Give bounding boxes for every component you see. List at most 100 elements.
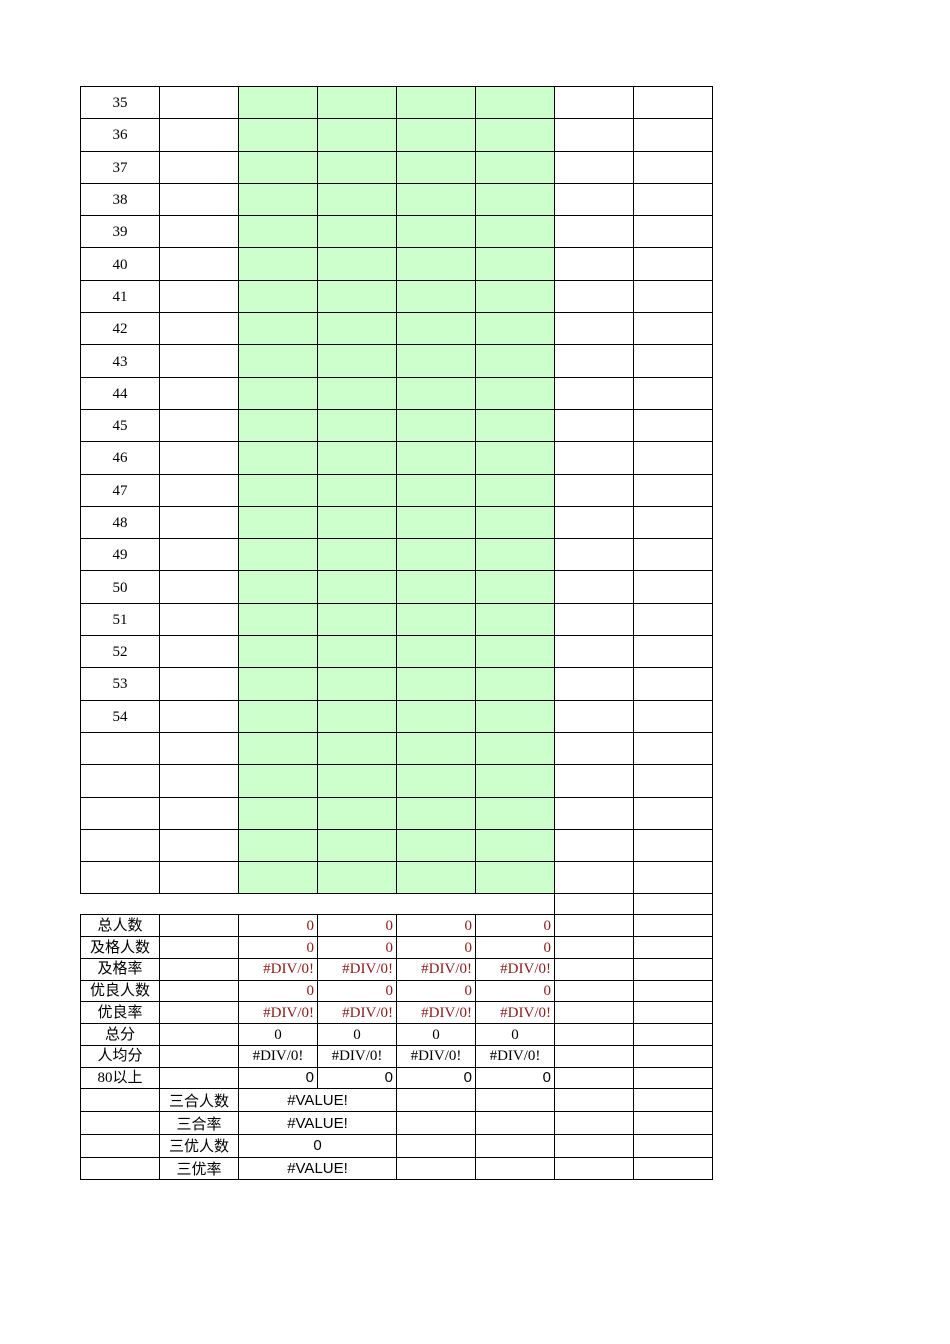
score-cell[interactable]	[238, 731, 318, 766]
score-cell[interactable]	[396, 312, 476, 346]
summary-label[interactable]: 及格人数	[80, 936, 160, 959]
name-cell[interactable]	[159, 215, 239, 249]
cell[interactable]	[396, 1088, 476, 1113]
cell[interactable]	[159, 936, 239, 959]
blank-cell[interactable]	[80, 893, 555, 916]
score-cell[interactable]	[475, 764, 555, 798]
cell[interactable]	[633, 85, 713, 120]
summary-value[interactable]: 0	[396, 979, 476, 1003]
score-cell[interactable]	[317, 796, 397, 830]
score-cell[interactable]	[396, 635, 476, 669]
name-cell[interactable]	[159, 505, 239, 540]
name-cell[interactable]	[159, 667, 239, 701]
score-cell[interactable]	[238, 376, 318, 410]
score-cell[interactable]	[475, 408, 555, 443]
score-cell[interactable]	[238, 473, 318, 507]
score-cell[interactable]	[317, 408, 397, 443]
cell[interactable]	[633, 914, 713, 938]
cell[interactable]	[633, 1066, 713, 1090]
name-cell[interactable]	[159, 635, 239, 669]
combined-label[interactable]: 三优人数	[159, 1133, 239, 1158]
score-cell[interactable]	[396, 473, 476, 507]
cell[interactable]	[633, 570, 713, 604]
cell[interactable]	[633, 1023, 713, 1046]
score-cell[interactable]	[317, 215, 397, 249]
name-cell[interactable]	[159, 150, 239, 184]
cell[interactable]	[633, 408, 713, 443]
score-cell[interactable]	[238, 570, 318, 604]
cell[interactable]	[633, 1133, 713, 1158]
cell[interactable]	[633, 1111, 713, 1135]
cell[interactable]	[633, 731, 713, 766]
score-cell[interactable]	[475, 731, 555, 766]
combined-value[interactable]: #VALUE!	[238, 1088, 397, 1113]
cell[interactable]	[633, 1088, 713, 1113]
summary-value[interactable]: 0	[317, 914, 397, 938]
cell[interactable]	[554, 1023, 634, 1046]
row-number-cell[interactable]: 47	[80, 473, 160, 507]
cell[interactable]	[554, 1111, 634, 1135]
combined-value[interactable]: #VALUE!	[238, 1111, 397, 1135]
cell[interactable]	[80, 1156, 160, 1181]
score-cell[interactable]	[238, 312, 318, 346]
name-cell[interactable]	[159, 85, 239, 120]
name-cell[interactable]	[159, 699, 239, 733]
score-cell[interactable]	[396, 796, 476, 830]
summary-value[interactable]: 0	[475, 1023, 555, 1046]
combined-value[interactable]: #VALUE!	[238, 1156, 397, 1181]
cell[interactable]	[554, 979, 634, 1003]
summary-value[interactable]: #DIV/0!	[396, 957, 476, 981]
summary-value[interactable]: 0	[238, 1066, 318, 1090]
score-cell[interactable]	[238, 828, 318, 863]
summary-label[interactable]: 优良率	[80, 1001, 160, 1025]
score-cell[interactable]	[475, 796, 555, 830]
name-cell[interactable]	[159, 312, 239, 346]
summary-value[interactable]: #DIV/0!	[238, 1044, 318, 1068]
row-number-cell[interactable]	[80, 796, 160, 830]
score-cell[interactable]	[238, 699, 318, 733]
summary-value[interactable]: 0	[317, 1023, 397, 1046]
cell[interactable]	[633, 979, 713, 1003]
score-cell[interactable]	[475, 279, 555, 314]
cell[interactable]	[633, 893, 713, 916]
name-cell[interactable]	[159, 796, 239, 830]
cell[interactable]	[554, 1088, 634, 1113]
cell[interactable]	[554, 893, 634, 916]
cell[interactable]	[633, 118, 713, 152]
cell[interactable]	[554, 1133, 634, 1158]
score-cell[interactable]	[238, 441, 318, 475]
cell[interactable]	[554, 279, 634, 314]
name-cell[interactable]	[159, 376, 239, 410]
row-number-cell[interactable]: 40	[80, 247, 160, 281]
score-cell[interactable]	[475, 150, 555, 184]
score-cell[interactable]	[475, 828, 555, 863]
cell[interactable]	[475, 1133, 555, 1158]
cell[interactable]	[554, 505, 634, 540]
score-cell[interactable]	[317, 602, 397, 637]
score-cell[interactable]	[238, 764, 318, 798]
cell[interactable]	[633, 1156, 713, 1181]
summary-value[interactable]: 0	[396, 936, 476, 959]
row-number-cell[interactable]: 46	[80, 441, 160, 475]
score-cell[interactable]	[317, 699, 397, 733]
score-cell[interactable]	[475, 538, 555, 572]
cell[interactable]	[633, 796, 713, 830]
cell[interactable]	[554, 1156, 634, 1181]
cell[interactable]	[396, 1133, 476, 1158]
summary-value[interactable]: #DIV/0!	[238, 1001, 318, 1025]
cell[interactable]	[554, 957, 634, 981]
score-cell[interactable]	[317, 538, 397, 572]
summary-value[interactable]: #DIV/0!	[317, 1044, 397, 1068]
cell[interactable]	[633, 861, 713, 895]
cell[interactable]	[633, 215, 713, 249]
name-cell[interactable]	[159, 538, 239, 572]
score-cell[interactable]	[238, 215, 318, 249]
score-cell[interactable]	[396, 505, 476, 540]
row-number-cell[interactable]: 36	[80, 118, 160, 152]
row-number-cell[interactable]: 38	[80, 182, 160, 217]
score-cell[interactable]	[396, 408, 476, 443]
summary-value[interactable]: 0	[238, 979, 318, 1003]
name-cell[interactable]	[159, 408, 239, 443]
row-number-cell[interactable]: 51	[80, 602, 160, 637]
score-cell[interactable]	[475, 118, 555, 152]
